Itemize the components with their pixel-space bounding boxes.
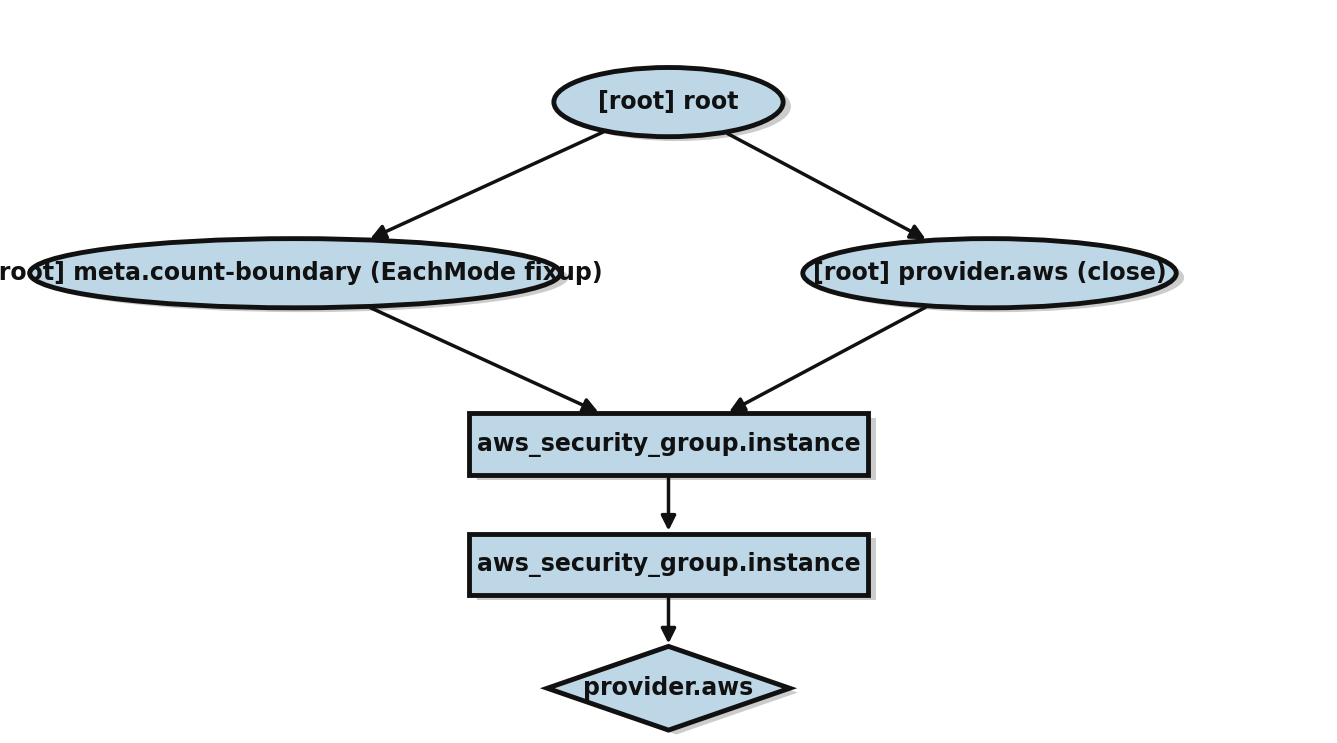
Text: [root] meta.count-boundary (EachMode fixup): [root] meta.count-boundary (EachMode fix…	[0, 262, 603, 285]
Text: aws_security_group.instance: aws_security_group.instance	[477, 552, 860, 577]
Polygon shape	[555, 651, 798, 735]
Text: provider.aws: provider.aws	[583, 676, 754, 700]
Bar	[469, 533, 868, 595]
Text: aws_security_group.instance: aws_security_group.instance	[477, 432, 860, 457]
Ellipse shape	[802, 239, 1177, 308]
Bar	[476, 418, 876, 480]
Bar	[469, 413, 868, 476]
Ellipse shape	[554, 68, 783, 137]
Text: [root] root: [root] root	[598, 90, 739, 114]
Ellipse shape	[29, 239, 560, 308]
Bar	[476, 538, 876, 600]
Ellipse shape	[562, 72, 792, 141]
Ellipse shape	[810, 243, 1185, 312]
Text: [root] provider.aws (close): [root] provider.aws (close)	[813, 262, 1166, 285]
Polygon shape	[547, 646, 790, 730]
Ellipse shape	[37, 243, 568, 312]
